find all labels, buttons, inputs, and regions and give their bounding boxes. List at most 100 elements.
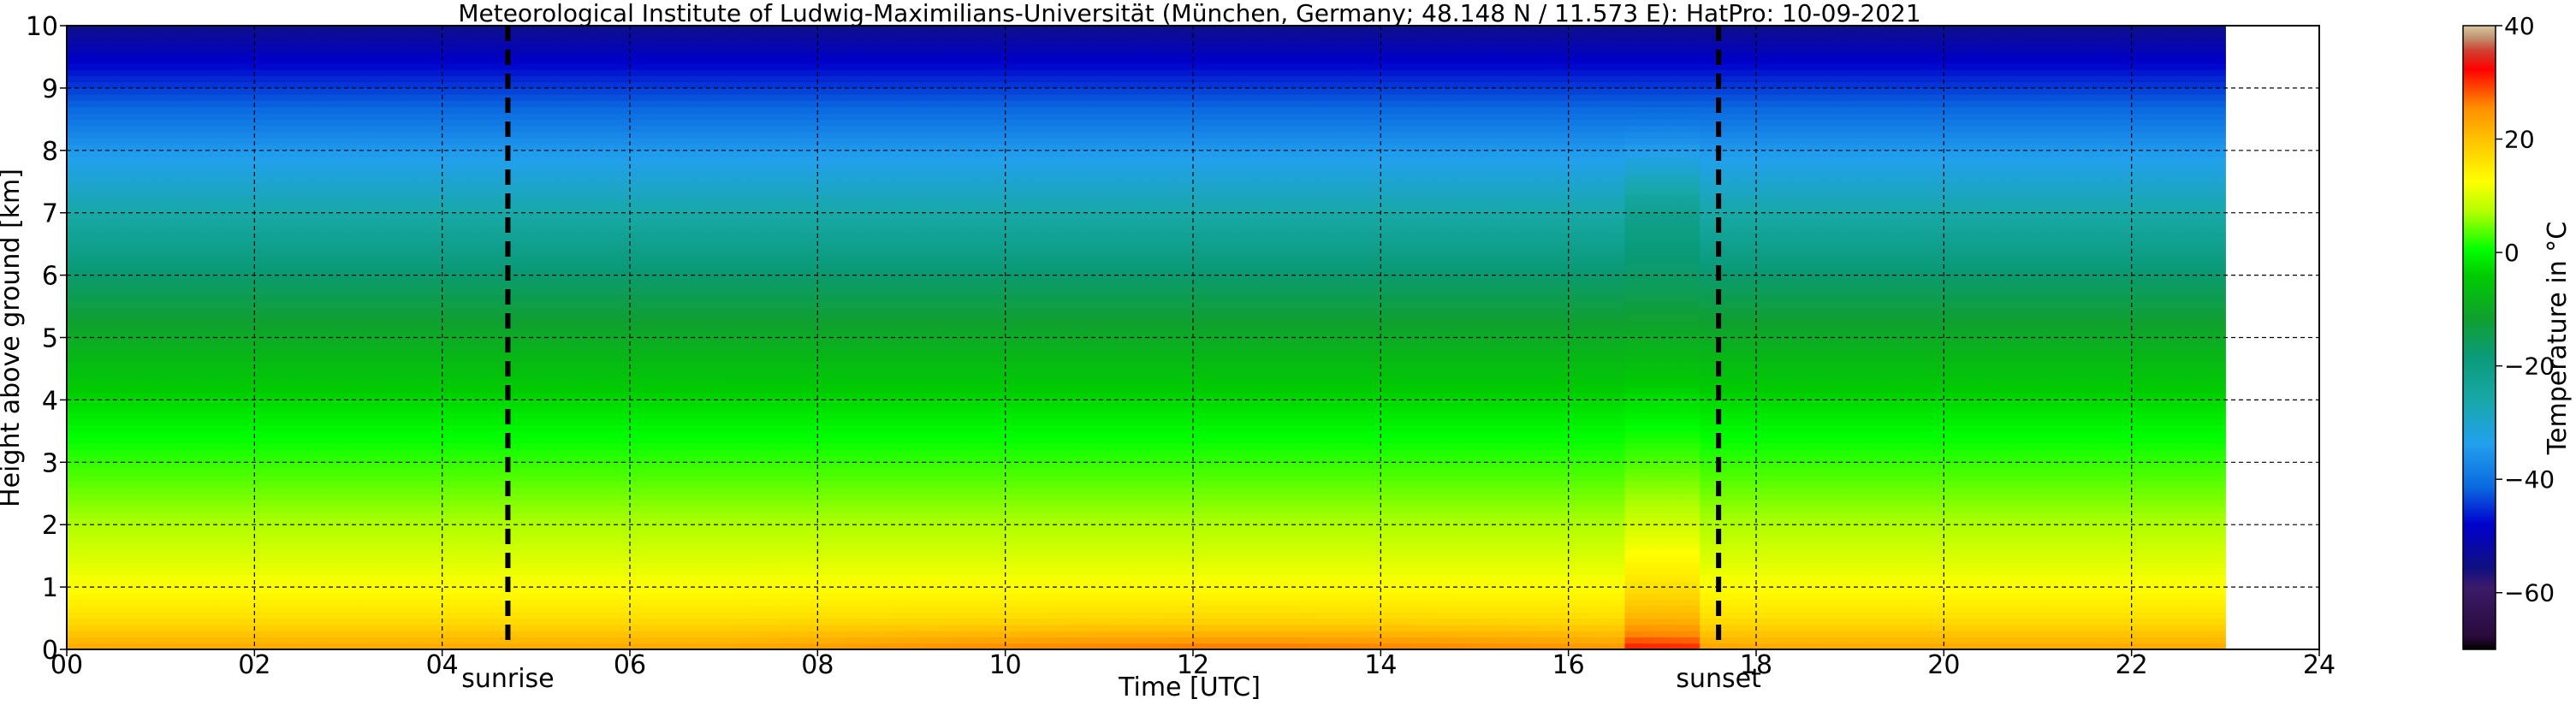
heatmap-cell [94,193,105,201]
heatmap-cell [432,256,443,264]
heatmap-cell [188,593,199,601]
heatmap-cell [75,181,86,189]
heatmap-cell [254,512,264,519]
heatmap-cell [357,481,368,489]
heatmap-cell [526,150,537,157]
heatmap-cell [113,350,124,357]
heatmap-cell [311,394,321,400]
heatmap-cell [85,144,96,151]
heatmap-cell [207,250,218,258]
heatmap-cell [160,424,171,432]
heatmap-cell [451,87,462,95]
heatmap-cell [357,62,368,70]
heatmap-cell [385,32,396,39]
heatmap-cell [348,75,359,83]
heatmap-cell [160,293,171,301]
heatmap-cell [188,231,199,239]
heatmap-cell [113,163,124,170]
heatmap-cell [151,350,162,357]
heatmap-cell [442,637,453,644]
heatmap-cell [113,187,124,195]
heatmap-cell [498,543,509,550]
heatmap-cell [320,536,330,544]
heatmap-cell [85,462,96,470]
heatmap-cell [489,381,500,388]
heatmap-cell [498,500,509,507]
heatmap-cell [207,506,218,513]
heatmap-cell [141,256,152,264]
heatmap-cell [526,605,537,613]
heatmap-cell [395,406,406,413]
heatmap-cell [113,449,124,457]
heatmap-cell [357,125,368,133]
heatmap-cell [423,106,434,114]
heatmap-cell [348,593,359,601]
heatmap-cell [526,368,537,376]
heatmap-cell [366,200,377,208]
heatmap-cell [113,587,124,594]
heatmap-cell [188,100,199,108]
heatmap-cell [301,218,312,226]
heatmap-cell [188,518,199,525]
heatmap-cell [451,555,462,563]
heatmap-cell [301,337,312,345]
heatmap-cell [376,299,387,307]
heatmap-cell [94,443,105,451]
heatmap-cell [132,524,143,532]
heatmap-cell [301,555,312,563]
heatmap-cell [245,605,255,613]
heatmap-cell [245,81,255,89]
heatmap-cell [245,580,255,588]
heatmap-cell [198,169,209,176]
heatmap-cell [376,493,387,501]
heatmap-cell [104,237,115,245]
heatmap-cell [169,462,181,470]
heatmap-cell [395,481,406,489]
heatmap-cell [94,324,105,332]
heatmap-cell [404,456,415,463]
heatmap-cell [320,87,330,95]
heatmap-cell [385,100,396,108]
heatmap-cell [404,218,415,226]
heatmap-cell [217,56,228,64]
heatmap-cell [104,225,115,233]
heatmap-cell [169,406,181,413]
heatmap-cell [94,113,105,120]
heatmap-cell [160,512,171,519]
heatmap-cell [301,187,312,195]
heatmap-cell [67,631,77,638]
heatmap-cell [273,587,283,594]
heatmap-cell [292,187,302,195]
heatmap-cell [470,599,481,607]
heatmap-cell [404,462,415,470]
heatmap-cell [526,337,537,345]
heatmap-cell [451,443,462,451]
heatmap-cell [67,512,77,519]
heatmap-cell [423,94,434,102]
heatmap-cell [432,643,443,650]
heatmap-cell [151,449,162,457]
heatmap-cell [432,32,443,39]
heatmap-cell [460,218,472,226]
heatmap-cell [282,206,293,214]
heatmap-cell [451,437,462,445]
heatmap-cell [254,587,264,594]
heatmap-cell [235,356,246,364]
heatmap-cell [348,175,359,182]
heatmap-cell [470,643,481,650]
heatmap-cell [320,32,330,39]
heatmap-cell [132,430,143,438]
heatmap-cell [217,387,228,394]
heatmap-cell [339,555,349,563]
heatmap-cell [122,212,134,220]
heatmap-cell [376,100,387,108]
heatmap-cell [75,100,86,108]
heatmap-cell [188,506,199,513]
heatmap-cell [432,474,443,482]
heatmap-cell [366,38,377,45]
heatmap-cell [320,375,330,382]
heatmap-cell [254,244,264,252]
heatmap-cell [282,631,293,638]
heatmap-cell [179,400,190,407]
heatmap-cell [329,163,340,170]
